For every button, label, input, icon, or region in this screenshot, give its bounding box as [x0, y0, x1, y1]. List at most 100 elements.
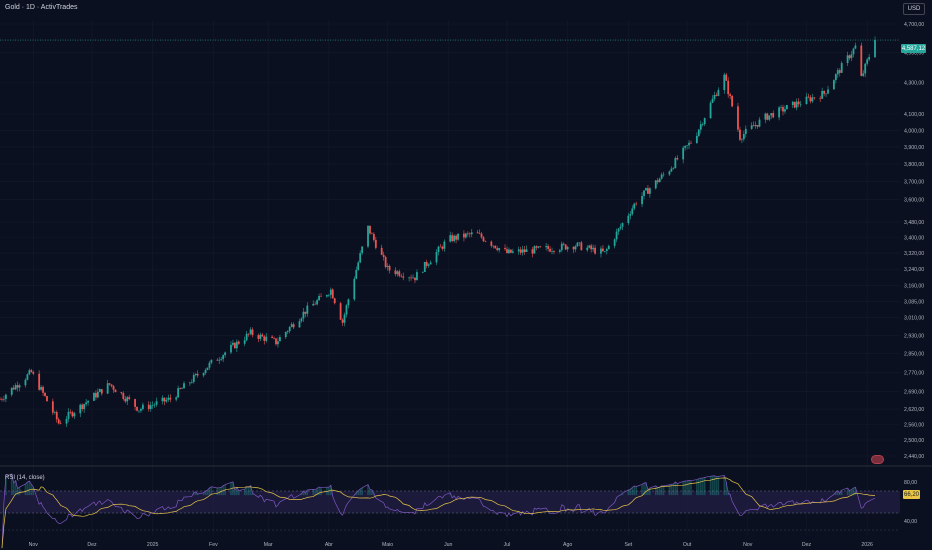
price-axis-label: 4,500,00: [904, 51, 924, 57]
candle-body: [42, 387, 44, 393]
candle-body: [290, 324, 293, 327]
price-axis-label: 2,930,00: [904, 333, 924, 339]
candle-body: [302, 311, 305, 319]
candle-body: [51, 401, 54, 413]
candle-body: [523, 249, 526, 252]
candle-body: [232, 342, 234, 345]
candle-body: [134, 399, 136, 407]
candle-body: [468, 233, 471, 235]
candle-body: [79, 404, 82, 414]
time-axis: Nov Dez 2025 Fev Mar Abr Maio Jun Jul Ago Set Out No…: [29, 542, 873, 548]
candle-body: [496, 248, 499, 251]
candle-body: [482, 237, 485, 242]
candle-body: [647, 188, 649, 194]
candle-body: [3, 399, 5, 400]
candle-body: [560, 243, 563, 251]
candle-body: [819, 98, 822, 99]
candle-body: [531, 249, 534, 254]
candle-body: [218, 359, 221, 361]
candle-body: [161, 397, 164, 402]
candle-body: [492, 245, 495, 247]
candle-body: [619, 226, 622, 229]
candle-body: [371, 233, 373, 235]
candle-body: [850, 54, 853, 59]
candle-body: [220, 359, 223, 360]
candle-body: [551, 251, 553, 252]
candle-body: [353, 278, 356, 300]
candle-body: [40, 387, 43, 390]
candle-body: [737, 106, 739, 130]
time-axis-label: Out: [683, 542, 692, 548]
rsi-line: [1, 473, 876, 549]
candle-body: [562, 243, 565, 245]
time-axis-label: Jul: [504, 542, 511, 548]
candle-body: [331, 289, 334, 299]
candle-body: [108, 383, 111, 385]
candle-body: [854, 45, 857, 49]
candle-body: [703, 118, 706, 125]
currency-button[interactable]: USD: [903, 3, 925, 15]
candle-body: [498, 248, 501, 251]
price-axis-label: 4,300,00: [904, 81, 924, 87]
candle-body: [237, 341, 240, 344]
events-flag-icon[interactable]: [871, 455, 884, 464]
candle-body: [852, 48, 855, 55]
candle-body: [715, 95, 718, 96]
candle-body: [662, 174, 665, 176]
candle-body: [183, 383, 185, 389]
candle-body: [320, 296, 322, 297]
candle-body: [553, 251, 555, 252]
time-axis-label: Dez: [87, 542, 97, 548]
candle-body: [731, 95, 734, 107]
candle-body: [836, 70, 839, 75]
candle-body: [28, 370, 31, 375]
candle-body: [756, 125, 759, 127]
candle-body: [73, 413, 76, 417]
candle-body: [443, 241, 446, 249]
candle-body: [110, 384, 113, 387]
candle-body: [140, 408, 142, 411]
candle-body: [300, 318, 303, 322]
candle-body: [251, 329, 254, 336]
candle-body: [343, 314, 346, 323]
candle-body: [190, 382, 193, 383]
candle-body: [210, 359, 213, 363]
candle-body: [149, 405, 152, 409]
price-axis-label: 3,010,00: [904, 316, 924, 322]
candle-body: [772, 113, 775, 118]
candle-body: [866, 59, 869, 64]
candle-body: [809, 97, 812, 102]
candle-body: [453, 235, 456, 242]
candle-body: [600, 248, 602, 254]
candle-body: [400, 275, 403, 277]
candle-body: [517, 249, 520, 252]
price-axis: 4,700,00 4,500,00 4,300,00 4,100,00 4,000,00…: [904, 22, 924, 460]
candle-body: [725, 74, 728, 81]
candle-body: [106, 383, 109, 394]
candle-body: [388, 265, 391, 271]
rsi-indicator-title[interactable]: RSI (14, close): [5, 475, 45, 481]
candle-body: [770, 113, 773, 116]
candle-body: [81, 404, 84, 409]
candle-body: [128, 397, 131, 400]
candle-body: [799, 104, 802, 105]
time-axis-label: 2026: [861, 542, 873, 548]
candle-body: [167, 397, 170, 400]
price-axis-label: 3,480,00: [904, 220, 924, 226]
candle-body: [372, 234, 375, 240]
candle-body: [621, 223, 624, 227]
candle-body: [713, 95, 716, 99]
candle-body: [768, 115, 771, 120]
candle-body: [564, 244, 567, 250]
candle-body: [265, 336, 268, 341]
candle-body: [298, 321, 301, 328]
candle-body: [53, 412, 56, 413]
candle-body: [463, 233, 465, 238]
candle-body: [699, 124, 702, 130]
candle-body: [511, 251, 514, 253]
candle-body: [245, 333, 248, 341]
candle-body: [811, 97, 814, 102]
candle-body: [249, 329, 252, 334]
candle-body: [780, 107, 782, 108]
